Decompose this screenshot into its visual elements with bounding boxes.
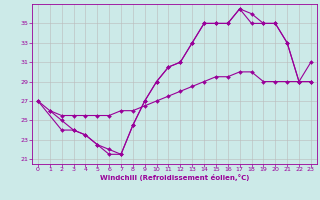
X-axis label: Windchill (Refroidissement éolien,°C): Windchill (Refroidissement éolien,°C) [100,174,249,181]
